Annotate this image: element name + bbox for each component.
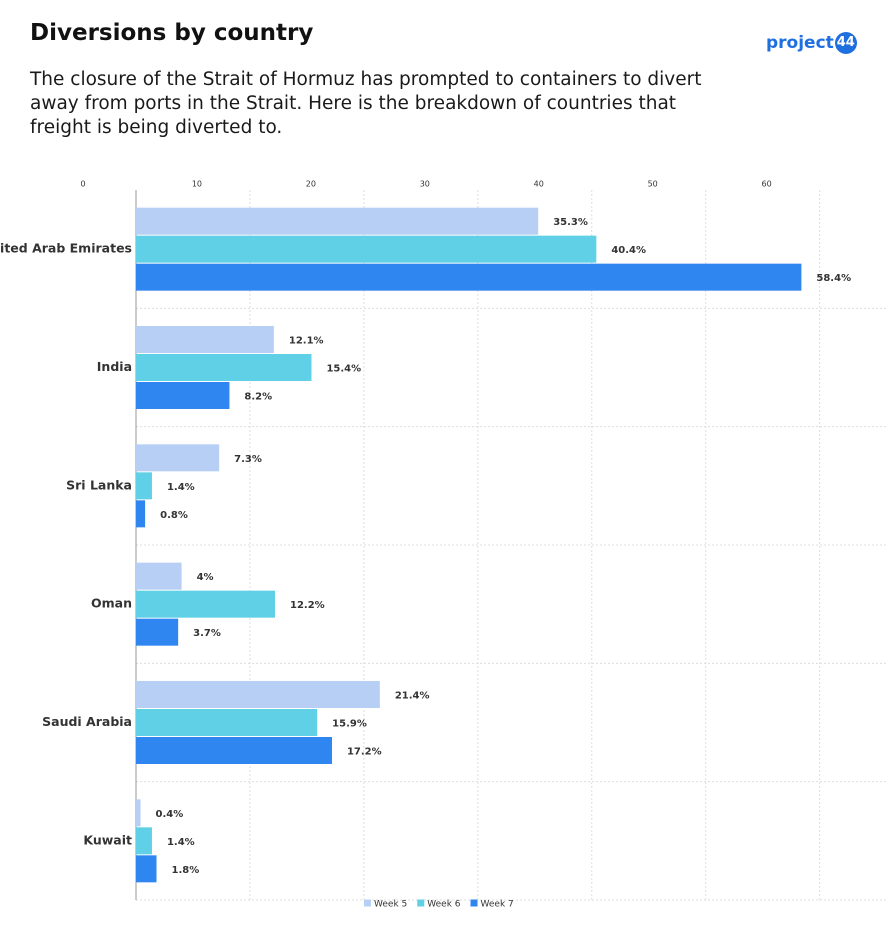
value-label: 35.3% [553,217,588,228]
legend-swatch [417,899,425,907]
bar [136,500,146,528]
bar [136,207,539,235]
value-label: 58.4% [816,273,851,284]
x-tick-label: 50 [648,180,658,189]
legend-label: Week 7 [481,900,514,910]
bar [136,827,152,855]
chart-subtitle: The closure of the Strait of Hormuz has … [30,69,702,138]
y-tick-label: Kuwait [83,832,132,847]
bar [136,590,276,618]
bar [136,263,802,291]
y-tick-label: Oman [91,596,132,611]
legend-swatch [470,899,478,907]
logo: project 44 [766,32,857,54]
value-label: 4% [197,572,214,583]
bar [136,235,597,263]
y-tick-label: Saudi Arabia [42,714,132,729]
x-tick-label: 0 [80,180,85,189]
bar [136,618,179,646]
legend-label: Week 5 [374,900,407,910]
bar [136,737,332,764]
value-label: 40.4% [611,245,646,256]
bar [136,562,182,590]
value-label: 12.2% [290,600,325,611]
legend-swatch [364,899,371,907]
bar [136,326,274,353]
value-label: 15.9% [332,719,367,730]
x-tick-label: 20 [306,180,316,189]
value-label: 1.8% [172,865,200,876]
y-tick-label: Sri Lanka [66,477,132,492]
value-label: 12.1% [289,336,324,347]
logo-badge: 44 [834,32,857,54]
logo-text: project [766,33,834,53]
x-tick-label: 40 [534,180,544,189]
chart-title: Diversions by country [30,20,314,46]
bar [136,382,230,409]
value-label: 1.4% [167,837,195,848]
bar [136,354,312,381]
x-tick-label: 30 [420,180,430,189]
value-label: 3.7% [193,628,221,639]
x-tick-label: 60 [762,180,772,189]
y-tick-label: United Arab Emirates [0,241,132,256]
value-label: 0.8% [160,510,188,521]
value-label: 8.2% [244,392,272,403]
bar [136,709,318,736]
value-label: 7.3% [234,454,262,465]
legend-label: Week 6 [427,900,461,910]
bar [136,799,141,827]
value-label: 1.4% [167,482,195,493]
y-tick-label: India [97,359,132,374]
value-label: 21.4% [395,691,430,702]
bar [136,855,157,883]
value-label: 15.4% [326,364,361,375]
value-label: 0.4% [156,809,184,820]
bar [136,444,220,472]
value-label: 17.2% [347,747,382,758]
bar [136,681,380,708]
x-tick-label: 10 [192,180,202,189]
bar [136,472,152,500]
